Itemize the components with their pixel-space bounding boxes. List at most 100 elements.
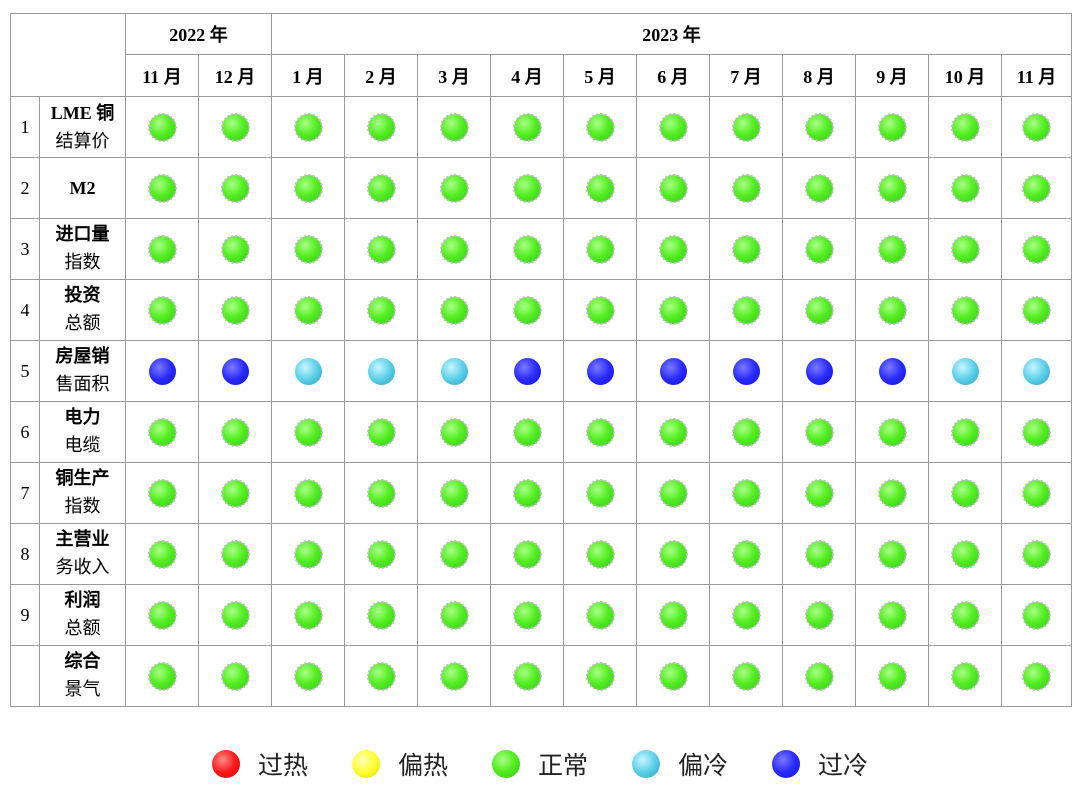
row-number: 2	[10, 157, 40, 219]
status-cell	[709, 584, 783, 646]
row-number: 5	[10, 340, 40, 402]
status-cell	[855, 340, 929, 402]
status-cell	[928, 340, 1002, 402]
table-row: 8 主营业 务收入	[10, 523, 1073, 585]
status-cell	[782, 218, 856, 280]
status-cell	[1000, 157, 1073, 219]
row-number: 3	[10, 218, 40, 280]
status-cell	[928, 218, 1002, 280]
row-number	[10, 645, 40, 707]
status-dot-normal	[512, 417, 542, 447]
status-dot-normal	[950, 478, 980, 508]
status-dot-normal	[147, 417, 177, 447]
month-header: 11 月	[125, 54, 199, 97]
legend-label: 过冷	[818, 751, 869, 780]
legend-dot-normal	[491, 750, 520, 778]
status-cell	[271, 218, 345, 280]
status-dot-normal	[731, 600, 761, 630]
status-dot-normal	[731, 295, 761, 325]
status-cell	[417, 645, 491, 707]
status-cell	[344, 340, 418, 402]
status-dot-normal	[512, 478, 542, 508]
status-dot-normal	[293, 661, 323, 691]
month-header: 6 月	[636, 54, 710, 97]
status-dot-normal	[293, 417, 323, 447]
table-row: 7 铜生产 指数	[10, 462, 1073, 524]
status-cell	[1000, 340, 1073, 402]
status-cell	[782, 401, 856, 463]
status-cell	[855, 279, 929, 341]
status-dot-normal	[366, 600, 396, 630]
status-dot-normal	[731, 661, 761, 691]
status-cell	[709, 279, 783, 341]
status-dot-normal	[950, 417, 980, 447]
status-cell	[417, 401, 491, 463]
status-cell	[1000, 218, 1073, 280]
month-header: 9 月	[855, 54, 929, 97]
status-cell	[417, 462, 491, 524]
status-dot-cold	[805, 357, 833, 385]
status-dot-normal	[877, 478, 907, 508]
status-dot-normal	[147, 112, 177, 142]
status-cell	[198, 340, 272, 402]
indicator-name-line1: 主营业	[55, 529, 110, 550]
status-dot-normal	[731, 234, 761, 264]
status-dot-normal	[293, 295, 323, 325]
status-cell	[928, 523, 1002, 585]
status-dot-normal	[1022, 173, 1052, 203]
status-dot-normal	[366, 295, 396, 325]
indicator-name-line2: 景气	[64, 679, 101, 700]
status-cell	[344, 645, 418, 707]
status-dot-normal	[585, 234, 615, 264]
indicator-name: 进口量 指数	[39, 218, 126, 280]
status-dot-normal	[877, 112, 907, 142]
status-cell	[1000, 96, 1073, 158]
legend-item: 偏冷	[632, 746, 728, 782]
status-cell	[928, 157, 1002, 219]
status-dot-normal	[658, 112, 688, 142]
status-dot-normal	[731, 417, 761, 447]
status-cell	[563, 340, 637, 402]
status-dot-normal	[950, 234, 980, 264]
corner-cell	[10, 13, 126, 97]
status-dot-normal	[147, 600, 177, 630]
status-dot-normal	[512, 661, 542, 691]
status-cell	[563, 523, 637, 585]
status-cell	[344, 401, 418, 463]
status-cell	[636, 218, 710, 280]
status-cell	[782, 96, 856, 158]
status-dot-normal	[293, 173, 323, 203]
indicator-name-line1: 电力	[64, 407, 101, 428]
year-header: 2022 年	[125, 13, 272, 55]
status-dot-normal	[585, 417, 615, 447]
status-cell	[344, 279, 418, 341]
status-dot-normal	[293, 234, 323, 264]
status-dot-normal	[366, 417, 396, 447]
indicator-name-line1: LME 铜	[50, 103, 115, 123]
status-cell	[709, 462, 783, 524]
status-dot-normal	[804, 112, 834, 142]
status-cell	[636, 279, 710, 341]
status-cell	[125, 645, 199, 707]
status-dot-normal	[804, 661, 834, 691]
month-header: 7 月	[709, 54, 783, 97]
header-year-row: 2022 年 2023 年	[10, 13, 1073, 97]
status-cell	[855, 462, 929, 524]
indicator-name-line1: 铜生产	[55, 468, 110, 489]
status-dot-normal	[293, 539, 323, 569]
status-dot-normal	[220, 478, 250, 508]
status-dot-cool	[367, 357, 395, 385]
status-cell	[709, 96, 783, 158]
status-dot-normal	[877, 600, 907, 630]
status-cell	[271, 96, 345, 158]
status-dot-normal	[293, 600, 323, 630]
legend-label: 偏冷	[678, 751, 729, 780]
status-cell	[1000, 523, 1073, 585]
status-dot-normal	[804, 478, 834, 508]
indicator-name-line2: 总额	[64, 313, 101, 334]
status-cell	[271, 401, 345, 463]
status-cell	[271, 645, 345, 707]
legend-dot-cold	[772, 750, 801, 778]
